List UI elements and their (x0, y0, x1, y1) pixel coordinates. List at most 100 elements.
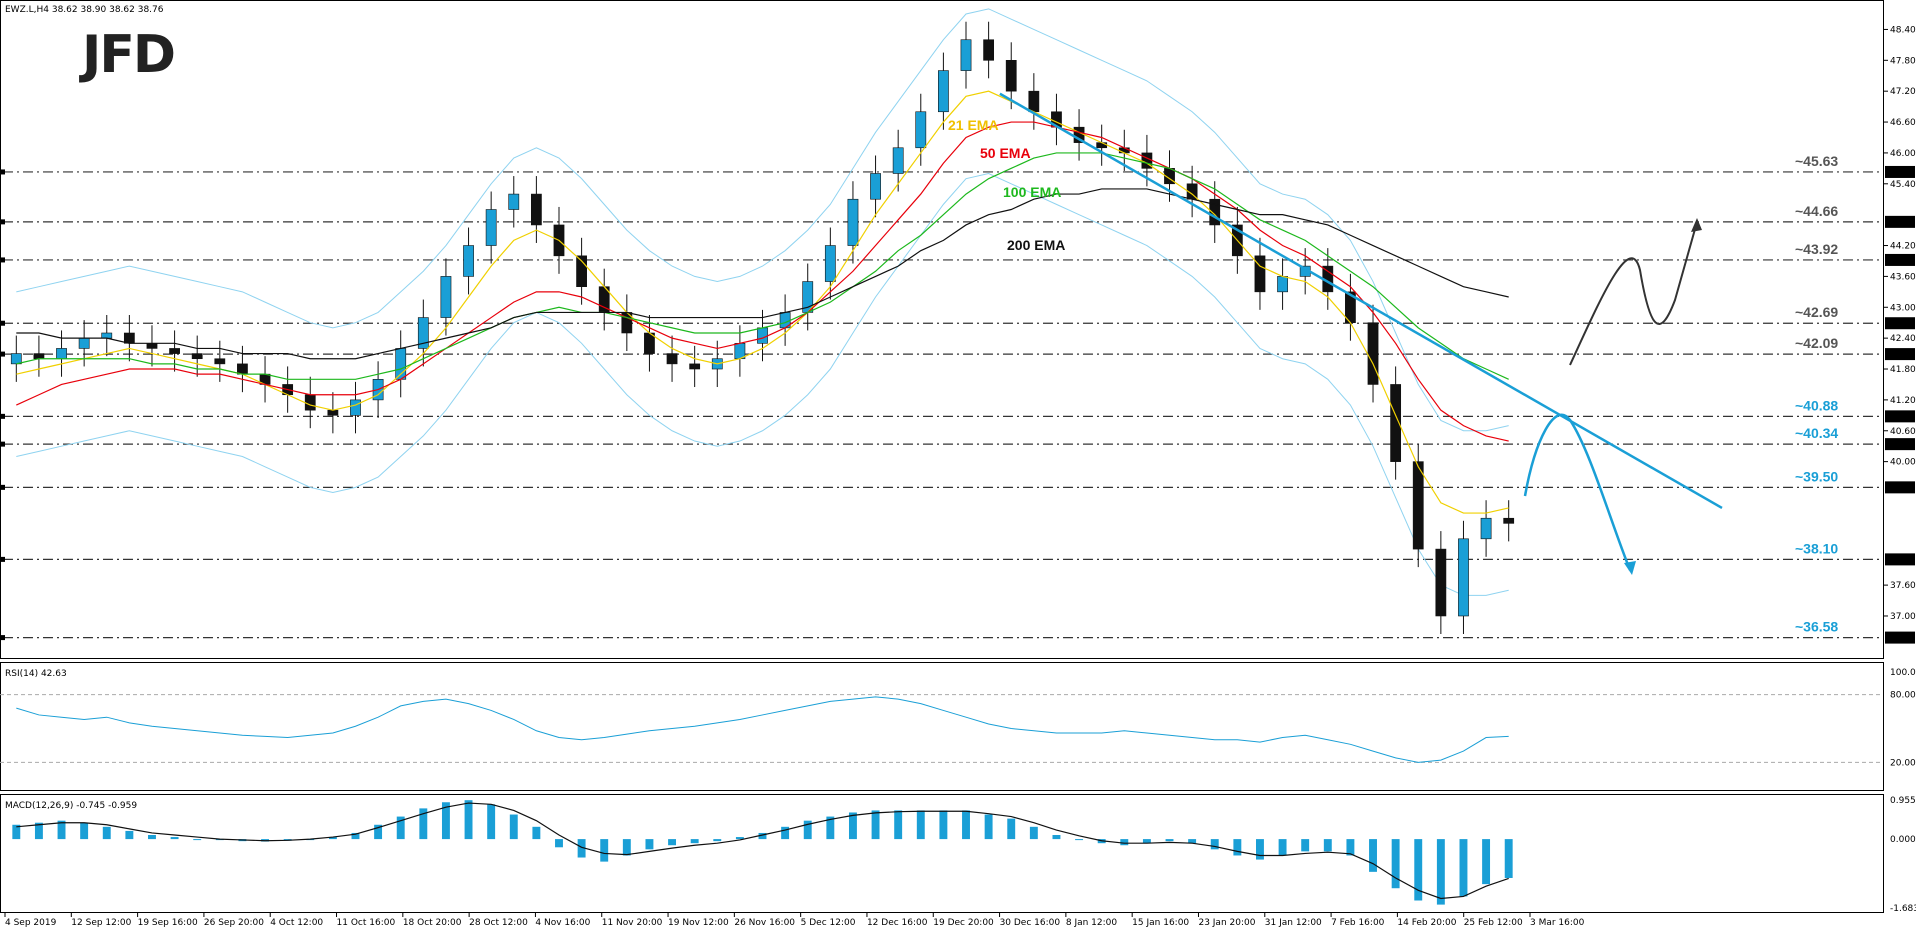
macd-histogram-bar (125, 830, 134, 840)
time-tick-label: 23 Jan 20:00 (1198, 918, 1255, 928)
macd-histogram-bar (1075, 839, 1084, 841)
candle-body (892, 147, 904, 174)
time-tick-label: 4 Nov 16:00 (535, 918, 590, 928)
candle-body (983, 39, 995, 61)
candle-body (1435, 548, 1447, 617)
macd-histogram-bar (848, 812, 857, 840)
macd-histogram-bar (735, 837, 744, 840)
price-tick-label: 41.80 (1890, 365, 1916, 375)
candle-body (1480, 517, 1492, 540)
macd-histogram-bar (532, 826, 541, 840)
level-label: ~38.10 (1795, 540, 1838, 556)
level-label: ~44.66 (1795, 203, 1838, 219)
level-marker (0, 320, 5, 326)
time-tick-label: 28 Oct 12:00 (469, 918, 528, 928)
level-marker (0, 169, 5, 175)
level-box (1885, 253, 1915, 266)
candle-body (847, 198, 859, 246)
ema-lines (16, 90, 1509, 514)
level-box-label: 45.63 (1887, 168, 1913, 178)
level-label: ~45.63 (1795, 153, 1838, 169)
price-tick-label: 43.60 (1890, 272, 1916, 282)
candle-body (237, 363, 248, 375)
ema-line (16, 152, 1509, 380)
time-tick-label: 19 Sep 16:00 (138, 918, 198, 928)
candle-body (1458, 538, 1469, 617)
macd-histogram-bar (351, 832, 360, 840)
level-marker (0, 219, 5, 225)
time-tick-label: 12 Dec 16:00 (867, 918, 928, 928)
candle-body (78, 337, 90, 349)
candle-body (1005, 60, 1017, 92)
macd-histogram-bar (193, 839, 202, 841)
macd-histogram-bar (487, 804, 496, 840)
jfd-logo: JFD (79, 25, 176, 85)
candle-body (327, 409, 339, 416)
macd-panel: 0.955 0.000 -1.683 (12, 796, 1916, 914)
level-box (1885, 481, 1915, 494)
level-box (1885, 317, 1915, 330)
price-tick-label: 43.00 (1890, 303, 1916, 313)
level-label: ~39.50 (1795, 468, 1838, 484)
rsi-header: RSI(14) 42.63 (5, 669, 67, 679)
time-tick-label: 8 Jan 12:00 (1066, 918, 1118, 928)
candle-body (1118, 147, 1130, 154)
time-tick-label: 7 Feb 16:00 (1331, 918, 1385, 928)
time-tick-label: 19 Dec 20:00 (933, 918, 994, 928)
time-tick-label: 4 Sep 2019 (5, 918, 57, 928)
rsi-tick-label: 20.00 (1890, 758, 1916, 768)
level-box (1885, 410, 1915, 423)
candle-body (56, 348, 67, 360)
price-tick-label: 47.20 (1890, 87, 1916, 97)
macd-histogram-bar (1188, 839, 1197, 844)
time-tick-label: 15 Jan 16:00 (1132, 918, 1189, 928)
macd-histogram-bar (781, 826, 790, 840)
macd-histogram-bar (826, 816, 835, 840)
candle-body (757, 327, 768, 344)
macd-histogram-bar (1165, 839, 1174, 842)
annotations: 21 EMA 50 EMA 100 EMA 200 EMA (948, 92, 1723, 575)
price-tick-label: 46.00 (1890, 149, 1916, 159)
rsi-tick-label: 80.00 (1890, 691, 1916, 701)
macd-histogram-bar (1346, 839, 1355, 856)
macd-histogram-bar (441, 802, 450, 840)
price-tick-label: 41.20 (1890, 396, 1916, 406)
price-tick-label: 44.20 (1890, 242, 1916, 252)
macd-histogram-bar (57, 820, 66, 840)
ema-label: 100 EMA (1003, 184, 1061, 200)
candle-body (101, 332, 113, 339)
candle-body (214, 358, 226, 365)
price-tick-label: 46.60 (1890, 118, 1916, 128)
candle-body (10, 353, 22, 365)
candle-body (960, 39, 972, 71)
ema-label: 21 EMA (948, 117, 999, 133)
time-tick-label: 14 Feb 20:00 (1397, 918, 1456, 928)
level-label: ~36.58 (1795, 619, 1838, 635)
time-tick-label: 12 Sep 12:00 (71, 918, 131, 928)
bearish-scenario-arrow (1523, 413, 1632, 571)
level-box (1885, 215, 1915, 228)
macd-signal-line (16, 802, 1509, 900)
candle-body (1367, 322, 1379, 385)
candle-body (146, 342, 158, 349)
macd-histogram-bar (34, 822, 43, 840)
macd-histogram-bar (713, 839, 722, 842)
level-marker (0, 484, 5, 490)
macd-histogram-bar (871, 810, 880, 840)
level-box-label: 43.92 (1887, 256, 1913, 266)
candle-body (508, 193, 520, 210)
macd-histogram-bar (939, 810, 948, 840)
horizontal-levels: ~45.63 45.63 ~44.66 44.66 ~43.92 43.92 ~42.69 4… (0, 153, 1915, 644)
candle-body (463, 245, 474, 277)
candle-body (440, 276, 452, 318)
time-tick-label: 11 Oct 16:00 (337, 918, 396, 928)
panel-frames (0, 0, 1884, 913)
bullish-arrowhead (1691, 218, 1702, 232)
candle-body (530, 193, 542, 226)
macd-histogram-bar (1459, 839, 1468, 897)
level-marker (0, 257, 5, 263)
price-tick-label: 45.40 (1890, 180, 1916, 190)
macd-histogram-bar (12, 824, 21, 840)
price-axis: 48.40 47.80 47.20 46.60 46.00 45.40 44.20 43.60… (1884, 25, 1916, 622)
macd-histogram-bar (1482, 839, 1491, 885)
